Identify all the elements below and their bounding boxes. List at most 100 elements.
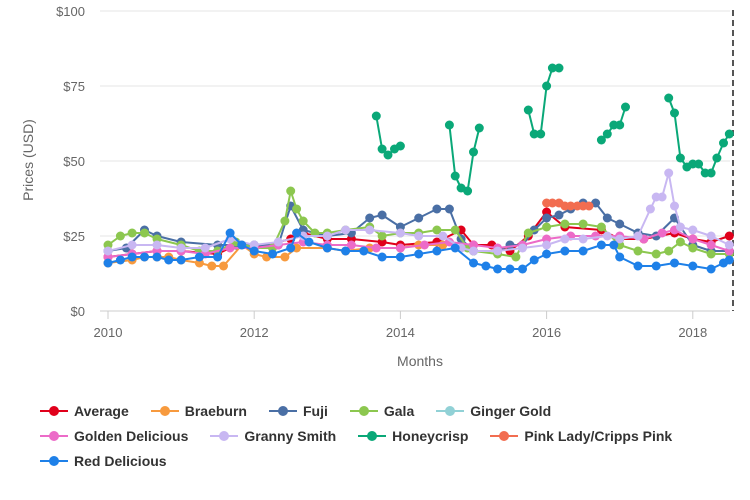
data-point-granny-smith[interactable]: [518, 243, 527, 253]
data-point-granny-smith[interactable]: [438, 231, 448, 241]
data-point-gala[interactable]: [706, 249, 716, 259]
data-point-granny-smith[interactable]: [493, 246, 503, 256]
data-point-gala[interactable]: [432, 225, 442, 235]
data-point-average[interactable]: [724, 231, 734, 241]
data-point-red-delicious[interactable]: [414, 249, 424, 259]
legend-item-gala[interactable]: Gala: [349, 403, 414, 419]
data-point-red-delicious[interactable]: [304, 237, 314, 247]
legend-item-pink-lady[interactable]: Pink Lady/Cripps Pink: [490, 428, 672, 444]
data-point-granny-smith[interactable]: [633, 231, 643, 241]
data-point-gala[interactable]: [140, 228, 149, 238]
data-point-granny-smith[interactable]: [578, 234, 588, 244]
data-point-granny-smith[interactable]: [670, 201, 679, 211]
data-point-gala[interactable]: [664, 246, 674, 256]
data-point-gala[interactable]: [596, 222, 606, 232]
data-point-gala[interactable]: [511, 252, 521, 262]
legend-item-honeycrisp[interactable]: Honeycrisp: [358, 428, 468, 444]
legend-item-ginger-gold[interactable]: Ginger Gold: [436, 403, 551, 419]
data-point-granny-smith[interactable]: [542, 240, 552, 250]
data-point-red-delicious[interactable]: [518, 264, 527, 274]
data-point-granny-smith[interactable]: [322, 231, 332, 241]
data-point-fuji[interactable]: [365, 213, 375, 223]
data-point-red-delicious[interactable]: [469, 258, 478, 268]
data-point-fuji[interactable]: [542, 213, 552, 223]
data-point-granny-smith[interactable]: [414, 231, 424, 241]
data-point-granny-smith[interactable]: [103, 246, 113, 256]
data-point-red-delicious[interactable]: [481, 261, 491, 271]
data-point-fuji[interactable]: [444, 204, 454, 214]
data-point-honeycrisp[interactable]: [675, 153, 685, 163]
data-point-red-delicious[interactable]: [432, 246, 442, 256]
data-point-granny-smith[interactable]: [560, 234, 570, 244]
data-point-gala[interactable]: [651, 249, 661, 259]
data-point-granny-smith[interactable]: [152, 240, 162, 250]
data-point-honeycrisp[interactable]: [523, 105, 533, 115]
data-point-honeycrisp[interactable]: [444, 120, 454, 130]
data-point-honeycrisp[interactable]: [463, 186, 473, 196]
data-point-gala[interactable]: [688, 243, 698, 253]
data-point-braeburn[interactable]: [219, 261, 228, 271]
data-point-granny-smith[interactable]: [675, 222, 685, 232]
data-point-golden-delicious[interactable]: [688, 234, 698, 244]
data-point-red-delicious[interactable]: [152, 252, 162, 262]
legend-item-golden-delicious[interactable]: Golden Delicious: [40, 428, 188, 444]
data-point-red-delicious[interactable]: [322, 243, 332, 253]
data-point-granny-smith[interactable]: [200, 243, 210, 253]
data-point-pink-lady-cripps-pink[interactable]: [566, 201, 576, 211]
data-point-red-delicious[interactable]: [213, 252, 223, 262]
data-point-honeycrisp[interactable]: [371, 111, 381, 121]
data-point-red-delicious[interactable]: [670, 258, 679, 268]
data-point-red-delicious[interactable]: [615, 252, 625, 262]
data-point-granny-smith[interactable]: [176, 243, 186, 253]
data-point-red-delicious[interactable]: [450, 243, 460, 253]
data-point-granny-smith[interactable]: [645, 204, 655, 214]
data-point-honeycrisp[interactable]: [474, 123, 484, 133]
data-point-braeburn[interactable]: [207, 261, 217, 271]
data-point-honeycrisp[interactable]: [450, 171, 460, 181]
data-point-golden-delicious[interactable]: [225, 243, 235, 253]
data-point-red-delicious[interactable]: [359, 246, 369, 256]
data-point-honeycrisp[interactable]: [596, 135, 606, 145]
data-point-honeycrisp[interactable]: [469, 147, 478, 157]
data-point-honeycrisp[interactable]: [694, 159, 704, 169]
data-point-red-delicious[interactable]: [237, 240, 247, 250]
data-point-gala[interactable]: [115, 231, 125, 241]
data-point-pink-lady-cripps-pink[interactable]: [547, 198, 557, 208]
data-point-gala[interactable]: [560, 219, 570, 229]
data-point-granny-smith[interactable]: [602, 231, 612, 241]
legend-item-average[interactable]: Average: [40, 403, 129, 419]
data-point-granny-smith[interactable]: [615, 234, 625, 244]
data-point-red-delicious[interactable]: [651, 261, 661, 271]
data-point-red-delicious[interactable]: [164, 255, 174, 265]
data-point-golden-delicious[interactable]: [420, 240, 429, 250]
data-point-red-delicious[interactable]: [633, 261, 643, 271]
data-point-red-delicious[interactable]: [688, 261, 698, 271]
data-point-red-delicious[interactable]: [724, 255, 734, 265]
data-point-red-delicious[interactable]: [268, 249, 277, 259]
data-point-red-delicious[interactable]: [529, 255, 539, 265]
data-point-red-delicious[interactable]: [127, 252, 137, 262]
data-point-granny-smith[interactable]: [664, 168, 674, 178]
data-point-honeycrisp[interactable]: [395, 141, 405, 151]
data-point-golden-delicious[interactable]: [591, 231, 601, 241]
legend-item-braeburn[interactable]: Braeburn: [150, 403, 247, 419]
data-point-pink-lady-cripps-pink[interactable]: [584, 201, 594, 211]
data-point-fuji[interactable]: [414, 213, 424, 223]
data-point-granny-smith[interactable]: [657, 192, 667, 202]
data-point-red-delicious[interactable]: [194, 252, 204, 262]
data-point-granny-smith[interactable]: [724, 240, 734, 250]
data-point-braeburn[interactable]: [280, 252, 290, 262]
data-point-red-delicious[interactable]: [560, 246, 570, 256]
data-point-fuji[interactable]: [615, 219, 625, 229]
data-point-honeycrisp[interactable]: [724, 129, 734, 139]
data-point-gala[interactable]: [578, 219, 588, 229]
data-point-honeycrisp[interactable]: [554, 63, 564, 73]
data-point-granny-smith[interactable]: [688, 225, 698, 235]
data-point-red-delicious[interactable]: [140, 252, 149, 262]
data-point-gala[interactable]: [633, 246, 643, 256]
data-point-golden-delicious[interactable]: [706, 240, 716, 250]
data-point-fuji[interactable]: [602, 213, 612, 223]
data-point-honeycrisp[interactable]: [547, 63, 557, 73]
data-point-red-delicious[interactable]: [249, 246, 259, 256]
data-point-honeycrisp[interactable]: [670, 108, 679, 118]
